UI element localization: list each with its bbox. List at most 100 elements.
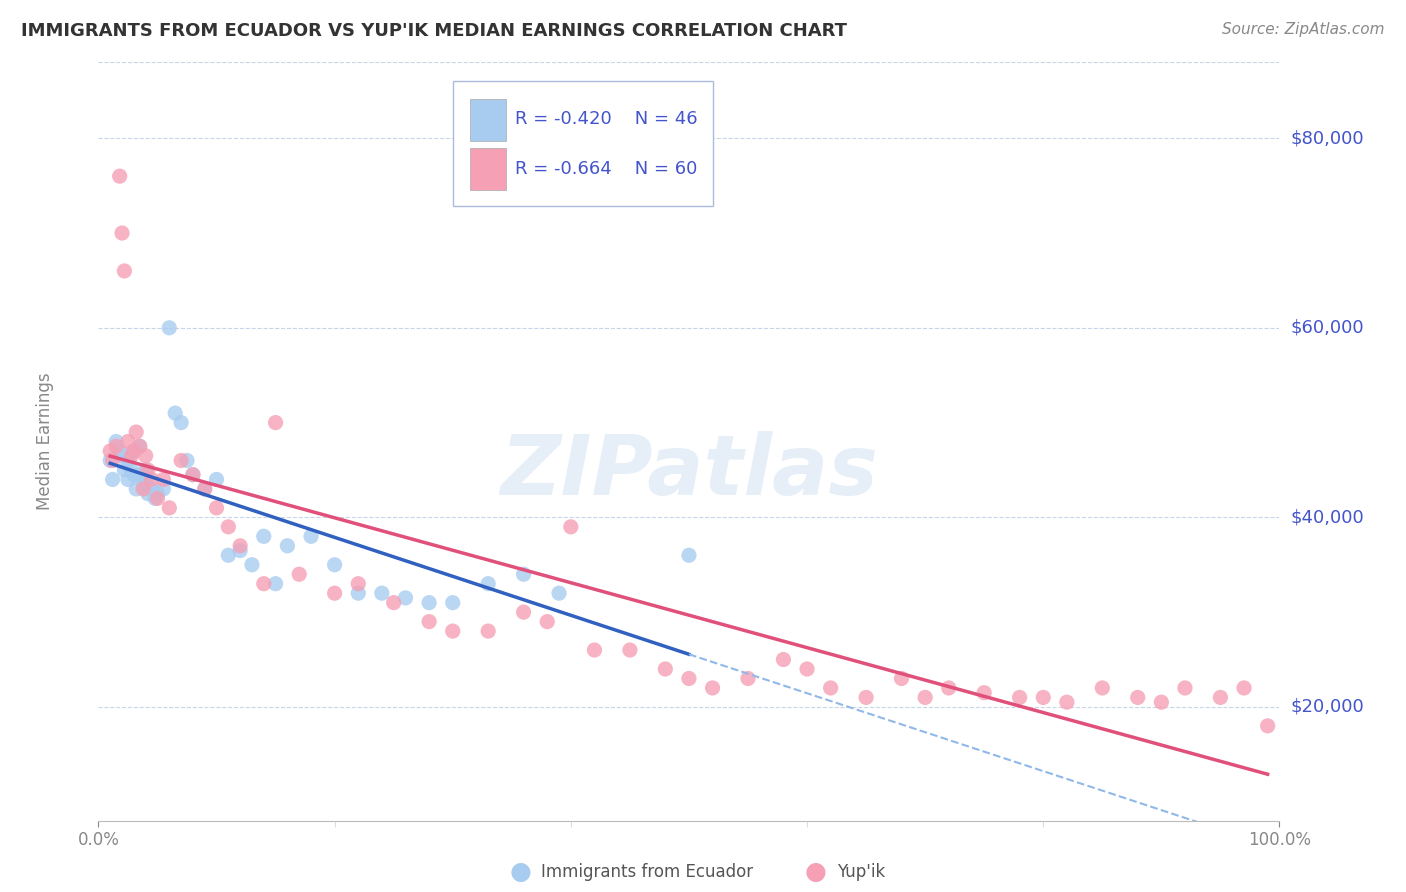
Point xyxy=(135,473,157,487)
Point xyxy=(128,467,150,482)
Point xyxy=(105,434,128,449)
Point xyxy=(820,681,842,695)
Point xyxy=(121,463,143,477)
Point xyxy=(229,539,252,553)
Point xyxy=(418,596,440,610)
Point xyxy=(112,463,135,477)
Point xyxy=(146,491,169,506)
Point xyxy=(678,672,700,686)
Point xyxy=(702,681,724,695)
Point xyxy=(181,467,204,482)
Point xyxy=(371,586,394,600)
Text: IMMIGRANTS FROM ECUADOR VS YUP'IK MEDIAN EARNINGS CORRELATION CHART: IMMIGRANTS FROM ECUADOR VS YUP'IK MEDIAN… xyxy=(21,22,846,40)
Point xyxy=(101,453,124,467)
Text: Median Earnings: Median Earnings xyxy=(37,373,55,510)
Point xyxy=(112,264,135,278)
Point xyxy=(1126,690,1149,705)
Text: ZIPatlas: ZIPatlas xyxy=(501,432,877,512)
Point xyxy=(772,652,794,666)
Point xyxy=(135,463,157,477)
Point xyxy=(382,596,405,610)
Text: R = -0.664    N = 60: R = -0.664 N = 60 xyxy=(516,160,697,178)
Point xyxy=(1056,695,1078,709)
Point xyxy=(117,434,139,449)
Point xyxy=(141,482,163,496)
Point xyxy=(136,486,159,500)
Text: $60,000: $60,000 xyxy=(1291,318,1364,337)
Point xyxy=(973,686,995,700)
Point xyxy=(654,662,676,676)
Text: $80,000: $80,000 xyxy=(1291,129,1364,147)
Point xyxy=(1008,690,1031,705)
Point xyxy=(132,482,155,496)
Point xyxy=(323,558,346,572)
Point xyxy=(536,615,558,629)
Point xyxy=(323,586,346,600)
Point xyxy=(194,482,217,496)
Point xyxy=(135,449,157,463)
Point xyxy=(141,473,163,487)
Point xyxy=(737,672,759,686)
Point xyxy=(276,539,298,553)
Point xyxy=(98,453,121,467)
Point xyxy=(105,439,128,453)
Point xyxy=(394,591,416,605)
Point xyxy=(347,576,370,591)
Text: $20,000: $20,000 xyxy=(1291,698,1364,716)
Point xyxy=(288,567,311,582)
Point xyxy=(548,586,571,600)
Point xyxy=(152,482,174,496)
Point xyxy=(157,320,180,334)
Point xyxy=(253,529,276,543)
Point xyxy=(125,482,148,496)
Text: Source: ZipAtlas.com: Source: ZipAtlas.com xyxy=(1222,22,1385,37)
Point xyxy=(1091,681,1114,695)
Point xyxy=(146,486,169,500)
Point xyxy=(217,548,239,563)
Point xyxy=(217,520,239,534)
Point xyxy=(111,449,134,463)
Point xyxy=(101,473,124,487)
Point xyxy=(678,548,700,563)
Point xyxy=(181,467,204,482)
Point xyxy=(1150,695,1173,709)
Point xyxy=(477,576,499,591)
Point xyxy=(117,473,139,487)
Text: R = -0.420    N = 46: R = -0.420 N = 46 xyxy=(516,111,697,128)
Point xyxy=(253,576,276,591)
Point xyxy=(512,567,534,582)
Point xyxy=(157,500,180,515)
Text: $40,000: $40,000 xyxy=(1291,508,1364,526)
Point xyxy=(122,444,145,458)
Point xyxy=(796,662,818,676)
Point xyxy=(108,444,131,458)
Point xyxy=(143,491,166,506)
Point xyxy=(128,439,150,453)
Point xyxy=(98,444,121,458)
FancyBboxPatch shape xyxy=(471,99,506,141)
Point xyxy=(125,425,148,439)
Text: ●: ● xyxy=(804,861,827,884)
Text: Yup'ik: Yup'ik xyxy=(837,863,884,881)
Point xyxy=(117,453,139,467)
Point xyxy=(914,690,936,705)
Point xyxy=(122,467,145,482)
Point xyxy=(855,690,877,705)
FancyBboxPatch shape xyxy=(453,81,713,207)
Point xyxy=(1032,690,1054,705)
Point xyxy=(512,605,534,619)
Point xyxy=(264,416,287,430)
Point xyxy=(152,473,174,487)
Point xyxy=(132,477,155,491)
Point xyxy=(583,643,606,657)
FancyBboxPatch shape xyxy=(471,148,506,190)
Point xyxy=(619,643,641,657)
Point xyxy=(205,500,228,515)
Point xyxy=(1257,719,1279,733)
Point xyxy=(477,624,499,639)
Point xyxy=(441,596,464,610)
Point xyxy=(121,449,143,463)
Point xyxy=(938,681,960,695)
Point xyxy=(229,543,252,558)
Point xyxy=(165,406,187,420)
